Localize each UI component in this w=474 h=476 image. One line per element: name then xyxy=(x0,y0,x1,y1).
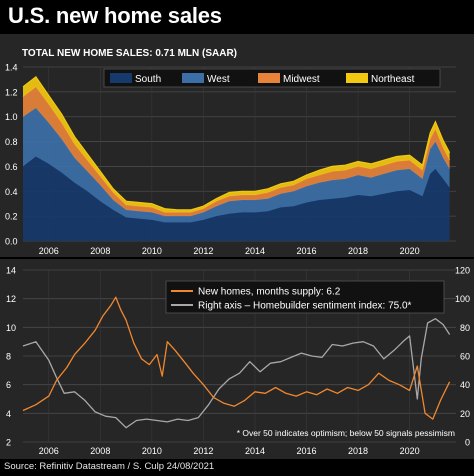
legend-label-northeast: Northeast xyxy=(371,74,415,85)
area-west xyxy=(23,108,450,223)
bottom-chart-left-y-axis: 2 4 6 8 10 12 14 xyxy=(6,266,16,448)
bottom-chart-legend: New homes, months supply: 6.2 Right axis … xyxy=(165,280,445,314)
top-y-tick-label: 0.2 xyxy=(5,212,18,222)
top-chart-y-axis: 0.0 0.2 0.4 0.6 0.8 1.0 1.2 1.4 xyxy=(5,63,18,247)
bottom-legend-label: Right axis – Homebuilder sentiment index… xyxy=(198,301,412,312)
bottom-x-tick-label: 2008 xyxy=(90,446,110,456)
legend-swatch-west xyxy=(182,73,204,83)
top-x-tick-label: 2014 xyxy=(245,246,265,256)
bottom-right-y-tick-label: 20 xyxy=(460,409,470,419)
bottom-right-y-tick-label: 0 xyxy=(465,438,470,448)
bottom-left-y-tick-label: 6 xyxy=(6,380,11,390)
bottom-left-y-tick-label: 8 xyxy=(6,352,11,362)
legend-swatch-northeast xyxy=(346,73,368,83)
line-months-supply xyxy=(22,296,451,420)
top-y-tick-label: 0.8 xyxy=(5,137,18,147)
top-y-tick-label: 0.0 xyxy=(5,237,18,247)
top-y-tick-label: 0.4 xyxy=(5,187,18,197)
line-sentiment-index xyxy=(22,318,451,429)
page-title: U.S. new home sales xyxy=(8,3,222,28)
legend-swatch-south xyxy=(110,73,132,83)
top-y-tick-label: 0.6 xyxy=(5,162,18,172)
top-x-tick-label: 2006 xyxy=(39,246,59,256)
bottom-x-tick-label: 2012 xyxy=(193,446,213,456)
top-chart-legend: South West Midwest Northeast xyxy=(103,68,441,88)
top-y-tick-label: 1.0 xyxy=(5,112,18,122)
bottom-right-y-tick-label: 100 xyxy=(455,294,470,304)
bottom-chart-x-axis: 2006 2008 2010 2012 2014 2016 2018 2020 xyxy=(39,446,420,456)
bottom-left-y-tick-label: 10 xyxy=(6,323,16,333)
bottom-x-tick-label: 2014 xyxy=(245,446,265,456)
top-chart-title: TOTAL NEW HOME SALES: 0.71 MLN (SAAR) xyxy=(22,48,237,59)
top-x-tick-label: 2012 xyxy=(193,246,213,256)
top-y-tick-label: 1.2 xyxy=(5,87,18,97)
legend-swatch-midwest xyxy=(258,73,280,83)
bottom-x-tick-label: 2016 xyxy=(296,446,316,456)
bottom-right-y-tick-label: 40 xyxy=(460,380,470,390)
sentiment-footnote: * Over 50 indicates optimism; below 50 s… xyxy=(237,428,455,438)
top-x-tick-label: 2010 xyxy=(142,246,162,256)
top-x-tick-label: 2016 xyxy=(296,246,316,256)
top-x-tick-label: 2020 xyxy=(400,246,420,256)
top-chart-x-axis: 2006 2008 2010 2012 2014 2016 2018 2020 xyxy=(39,246,420,256)
bottom-legend-label: New homes, months supply: 6.2 xyxy=(198,287,341,298)
top-x-tick-label: 2008 xyxy=(90,246,110,256)
source-note: Source: Refinitiv Datastream / S. Culp 2… xyxy=(4,461,215,472)
bottom-right-y-tick-label: 80 xyxy=(460,323,470,333)
bottom-left-y-tick-label: 14 xyxy=(6,266,16,276)
bottom-legend-box xyxy=(165,280,445,314)
top-x-tick-label: 2018 xyxy=(348,246,368,256)
bottom-chart-right-y-axis: 0 20 40 60 80 100 120 xyxy=(455,266,470,448)
legend-label-south: South xyxy=(135,74,161,85)
area-south xyxy=(23,156,450,241)
bottom-x-tick-label: 2020 xyxy=(400,446,420,456)
legend-label-west: West xyxy=(207,74,230,85)
bottom-left-y-tick-label: 2 xyxy=(6,438,11,448)
legend-label-midwest: Midwest xyxy=(283,74,320,85)
bottom-x-tick-label: 2006 xyxy=(39,446,59,456)
bottom-chart-lines xyxy=(22,296,451,429)
top-y-tick-label: 1.4 xyxy=(5,63,18,73)
bottom-left-y-tick-label: 4 xyxy=(6,409,11,419)
bottom-right-y-tick-label: 120 xyxy=(455,266,470,276)
area-edge-northeast xyxy=(22,76,451,211)
bottom-x-tick-label: 2018 xyxy=(348,446,368,456)
bottom-x-tick-label: 2010 xyxy=(142,446,162,456)
bottom-right-y-tick-label: 60 xyxy=(460,352,470,362)
bottom-left-y-tick-label: 12 xyxy=(6,294,16,304)
top-chart-areas xyxy=(22,76,451,241)
